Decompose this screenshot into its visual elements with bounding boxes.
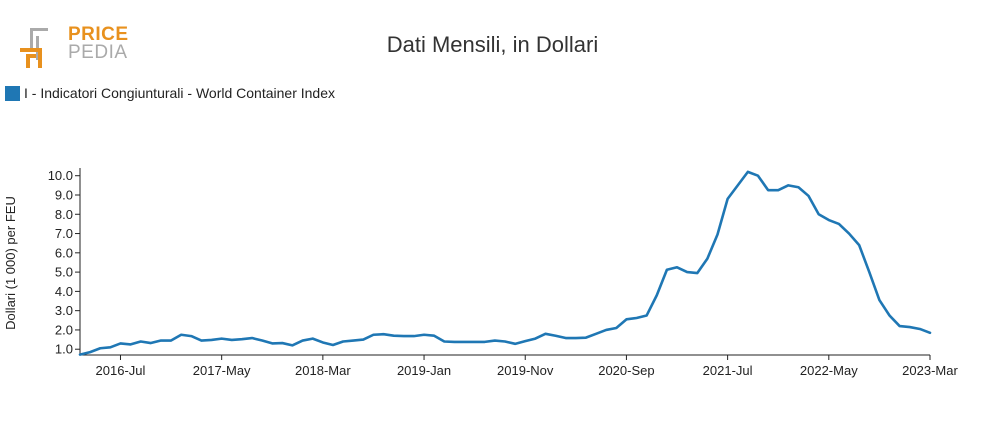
legend-swatch [5, 85, 20, 101]
y-tick-label: 10.0 [48, 168, 73, 183]
y-tick-label: 2.0 [55, 322, 73, 337]
pricepedia-logo: PRICE PEDIA [20, 24, 130, 72]
plot-area [78, 170, 932, 356]
x-tick-label: 2019-Nov [497, 363, 554, 378]
series-line[interactable] [78, 170, 932, 356]
y-axis: 1.0 2.0 3.0 4.0 5.0 6.0 7.0 8.0 9.0 10.0 [48, 168, 81, 357]
x-tick-label: 2019-Jan [397, 363, 451, 378]
logo-text-price: PRICE [68, 24, 129, 45]
x-tick-label: 2021-Jul [703, 363, 753, 378]
y-tick-label: 8.0 [55, 207, 73, 222]
y-tick-label: 3.0 [55, 303, 73, 318]
y-tick-label: 9.0 [55, 187, 73, 202]
x-tick-label: 2017-May [193, 363, 251, 378]
y-tick-label: 7.0 [55, 226, 73, 241]
x-axis: 2016-Jul 2017-May 2018-Mar 2019-Jan 2019-Nov… [80, 354, 958, 378]
x-tick-label: 2022-May [800, 363, 858, 378]
x-tick-label: 2016-Jul [96, 363, 146, 378]
logo-mark-icon [20, 28, 48, 68]
y-tick-label: 1.0 [55, 342, 73, 357]
legend-label: I - Indicatori Congiunturali - World Con… [24, 85, 336, 101]
y-axis-title: Dollari (1 000) per FEU [3, 196, 18, 330]
x-tick-label: 2020-Sep [598, 363, 654, 378]
y-tick-label: 4.0 [55, 284, 73, 299]
logo-text-pedia: PEDIA [68, 42, 128, 63]
chart-title: Dati Mensili, in Dollari [386, 32, 599, 57]
y-tick-label: 6.0 [55, 245, 73, 260]
chart-legend[interactable]: I - Indicatori Congiunturali - World Con… [5, 85, 335, 101]
y-tick-label: 5.0 [55, 265, 73, 280]
x-tick-label: 2023-Mar [902, 363, 958, 378]
x-tick-label: 2018-Mar [295, 363, 351, 378]
